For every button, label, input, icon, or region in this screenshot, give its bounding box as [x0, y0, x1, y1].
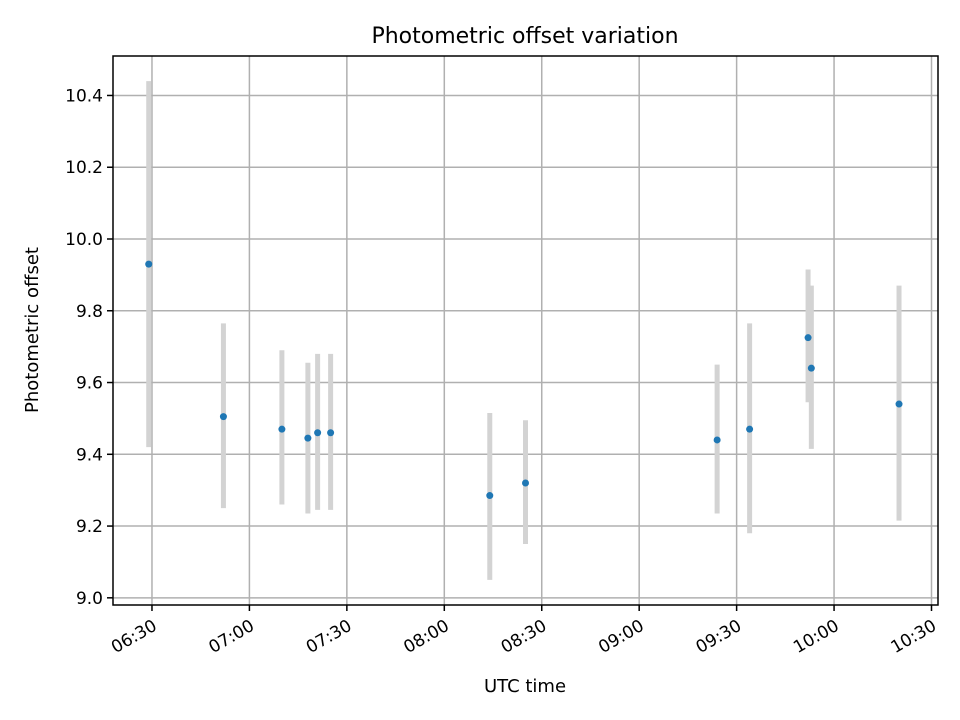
x-axis-label: UTC time: [484, 676, 566, 697]
y-tick-label: 10.4: [65, 86, 103, 106]
data-point: [804, 334, 812, 342]
x-tick-label: 06:30: [108, 616, 160, 658]
x-tick-label: 10:30: [888, 616, 940, 658]
y-tick-label: 10.0: [65, 230, 103, 250]
data-point: [304, 434, 312, 442]
y-tick-label: 9.4: [76, 445, 103, 465]
y-axis-label: Photometric offset: [22, 247, 43, 413]
data-point: [895, 400, 903, 408]
x-tick-label: 08:00: [400, 616, 452, 658]
data-point: [145, 260, 153, 268]
y-tick-label: 9.6: [76, 374, 103, 394]
plot-frame: [112, 55, 939, 606]
x-tick-label: 09:00: [595, 616, 647, 658]
grid: [113, 56, 938, 605]
error-bars: [146, 81, 902, 580]
data-point: [486, 492, 494, 500]
data-points: [145, 260, 903, 500]
y-tick-label: 9.0: [76, 589, 103, 609]
y-tick-label: 10.2: [65, 158, 103, 178]
data-point: [327, 429, 335, 437]
x-tick-label: 07:00: [205, 616, 257, 658]
x-tick-label: 07:30: [303, 616, 355, 658]
y-tick-label: 9.2: [76, 517, 103, 537]
data-point: [713, 436, 721, 444]
data-point: [522, 479, 529, 487]
x-tick-label: 09:30: [693, 616, 745, 658]
data-point: [807, 364, 815, 372]
y-tick-label: 9.8: [76, 302, 103, 322]
x-tick-label: 10:00: [790, 616, 842, 658]
data-point: [219, 413, 227, 421]
chart-title: Photometric offset variation: [371, 24, 678, 49]
data-point: [278, 425, 286, 433]
data-point: [314, 429, 322, 437]
x-tick-label: 08:30: [498, 616, 550, 658]
data-point: [746, 425, 754, 433]
